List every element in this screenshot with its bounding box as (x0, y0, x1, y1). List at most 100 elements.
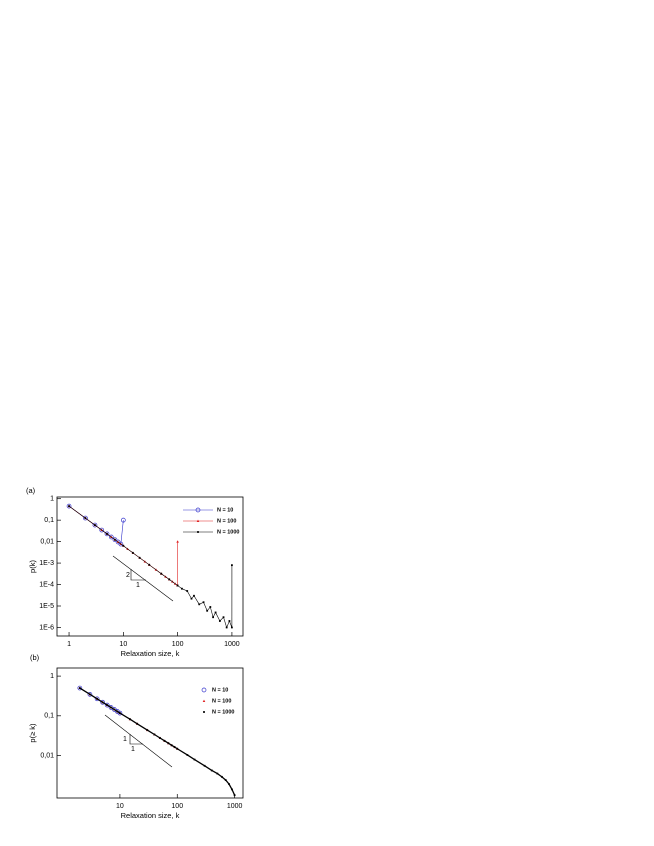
marker (228, 783, 230, 786)
marker (186, 754, 189, 756)
x-tick-label: 100 (172, 641, 184, 648)
marker (231, 788, 233, 791)
marker (231, 564, 233, 567)
legend-label: N = 100 (212, 698, 231, 704)
marker (87, 692, 93, 697)
x-tick-label: 1000 (224, 641, 240, 648)
marker (209, 606, 212, 608)
marker (116, 710, 119, 713)
y-tick-label: 1 (50, 496, 54, 503)
legend-label: N = 10 (217, 507, 233, 513)
marker (163, 739, 166, 742)
series-line (68, 505, 233, 629)
marker (96, 697, 98, 700)
legend-marker (201, 687, 207, 693)
legend-marker (202, 699, 206, 702)
x-tick-label: 1 (67, 641, 71, 648)
legend-marker (196, 519, 200, 522)
marker (129, 718, 131, 721)
marker (148, 563, 151, 566)
slope-label: 1 (131, 746, 135, 753)
marker (146, 729, 149, 731)
marker (122, 544, 125, 547)
marker (66, 503, 72, 509)
marker (173, 746, 176, 748)
marker (108, 705, 114, 710)
marker (218, 620, 221, 622)
marker (117, 710, 123, 716)
marker (193, 758, 196, 761)
marker (104, 702, 110, 708)
marker (104, 531, 110, 537)
marker (206, 609, 209, 612)
marker (83, 515, 88, 521)
marker (94, 696, 100, 702)
panel-label: (a) (26, 486, 36, 495)
marker (138, 556, 141, 559)
y-tick-label: 1E-3 (39, 560, 54, 567)
marker (99, 527, 105, 533)
marker (202, 601, 205, 604)
marker (210, 769, 213, 772)
marker (198, 603, 201, 606)
marker (186, 590, 189, 592)
legend-marker (203, 711, 205, 713)
marker (222, 616, 225, 619)
slope-guide (112, 555, 174, 602)
slope-label: 1 (136, 582, 140, 589)
slope-triangle (129, 734, 143, 745)
marker (203, 764, 206, 767)
y-tick-label: 1 (50, 673, 54, 680)
marker (78, 687, 81, 689)
marker (94, 524, 96, 526)
marker (216, 772, 219, 775)
marker (106, 532, 108, 535)
marker (230, 626, 233, 629)
y-axis-label: p(≥ k) (28, 723, 37, 743)
marker (131, 551, 134, 554)
marker (89, 693, 91, 696)
marker (84, 517, 87, 519)
marker (100, 699, 105, 705)
marker (110, 706, 112, 709)
y-tick-label: 0,1 (44, 517, 54, 524)
y-tick-label: 0,01 (40, 538, 54, 545)
legend-marker (195, 507, 201, 513)
marker (118, 541, 124, 547)
marker (136, 722, 139, 725)
marker (225, 626, 228, 629)
marker (176, 747, 179, 750)
marker (119, 712, 121, 714)
y-tick-label: 1E-4 (39, 581, 54, 588)
marker (190, 597, 193, 600)
x-axis-label: Relaxation size, k (121, 811, 180, 820)
marker (120, 517, 126, 523)
marker (106, 704, 109, 707)
marker (233, 794, 236, 797)
marker (68, 505, 70, 508)
y-tick-label: 0,01 (40, 752, 54, 759)
legend-label: N = 10 (212, 687, 228, 693)
marker (212, 616, 214, 619)
marker (160, 572, 163, 575)
marker (101, 701, 104, 704)
y-tick-label: 1E-5 (39, 603, 54, 610)
marker (113, 708, 116, 711)
marker (159, 737, 161, 739)
marker (193, 594, 195, 597)
y-tick-label: 1E-6 (39, 624, 54, 631)
slope-label: 2 (126, 572, 130, 579)
marker (170, 744, 173, 747)
y-tick-label: 0,1 (44, 713, 54, 720)
legend-marker (197, 531, 199, 533)
marker (228, 620, 231, 622)
legend-label: N = 1000 (217, 529, 239, 535)
x-axis-label: Relaxation size, k (121, 649, 180, 658)
x-tick-label: 100 (171, 803, 183, 810)
marker (168, 578, 171, 581)
marker (224, 779, 227, 782)
marker (181, 587, 183, 590)
marker (114, 538, 116, 541)
marker (176, 584, 179, 587)
plot-frame (56, 496, 244, 637)
